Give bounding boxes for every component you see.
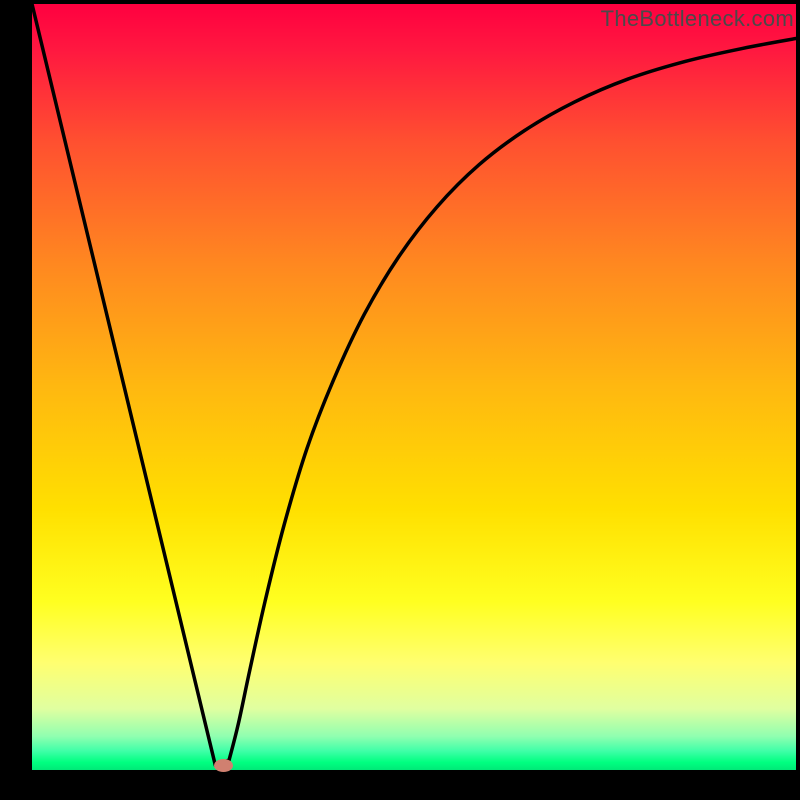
optimal-point-marker xyxy=(214,759,233,772)
watermark-text: TheBottleneck.com xyxy=(601,6,794,32)
chart-container: TheBottleneck.com xyxy=(0,0,800,800)
bottleneck-curve xyxy=(32,4,796,770)
plot-area xyxy=(32,4,796,770)
